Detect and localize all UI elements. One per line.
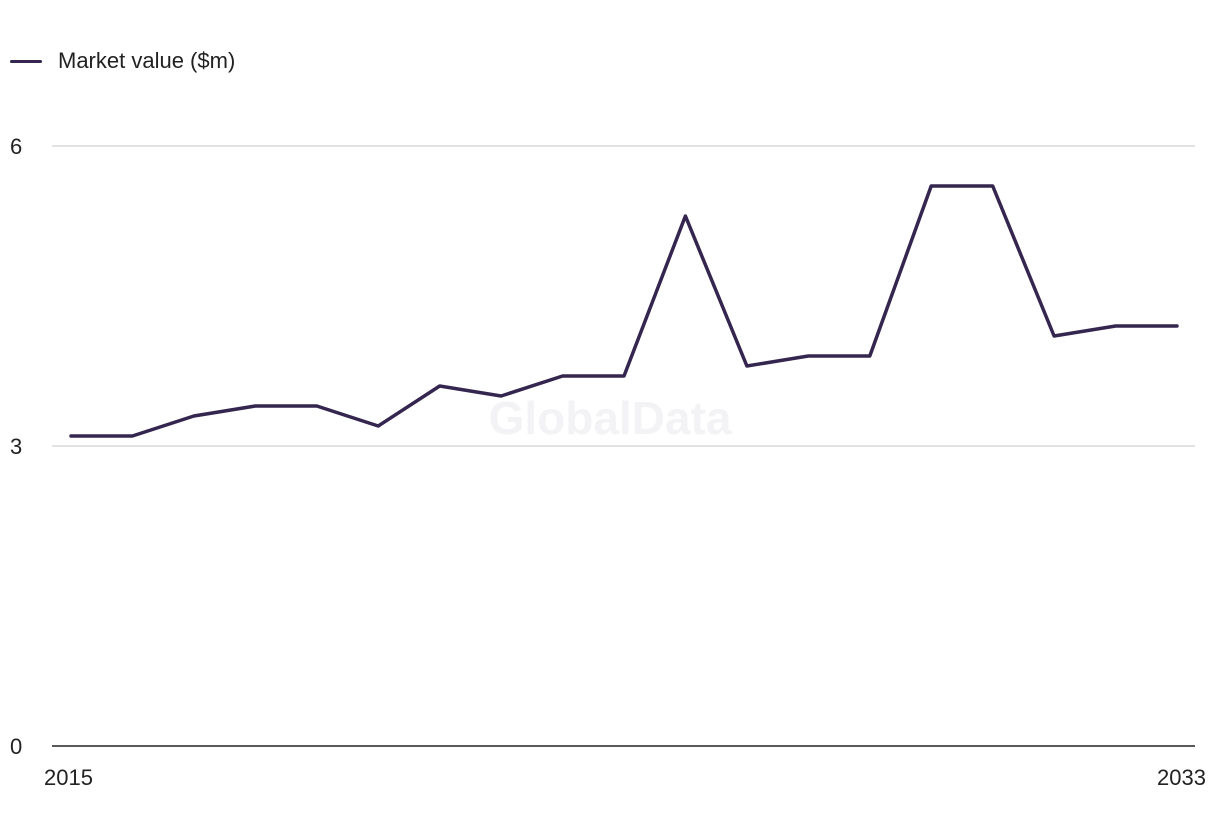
series-line-0 — [69, 184, 1179, 438]
legend-line-swatch — [10, 59, 42, 63]
y-tick-labels: 0 3 6 — [10, 134, 22, 759]
x-tick-label-last: 2033 — [1157, 765, 1206, 790]
y-tick-label-0: 0 — [10, 734, 22, 759]
x-tick-labels: 2015 2033 — [44, 765, 1206, 790]
y-tick-label-3: 3 — [10, 434, 22, 459]
gridlines — [52, 145, 1195, 447]
chart-legend: Market value ($m) — [10, 46, 235, 76]
x-tick-label-first: 2015 — [44, 765, 93, 790]
legend-label: Market value ($m) — [58, 48, 236, 73]
y-tick-label-6: 6 — [10, 134, 22, 159]
watermark-text: GlobalData — [489, 392, 732, 444]
series-market-value — [69, 184, 1179, 438]
